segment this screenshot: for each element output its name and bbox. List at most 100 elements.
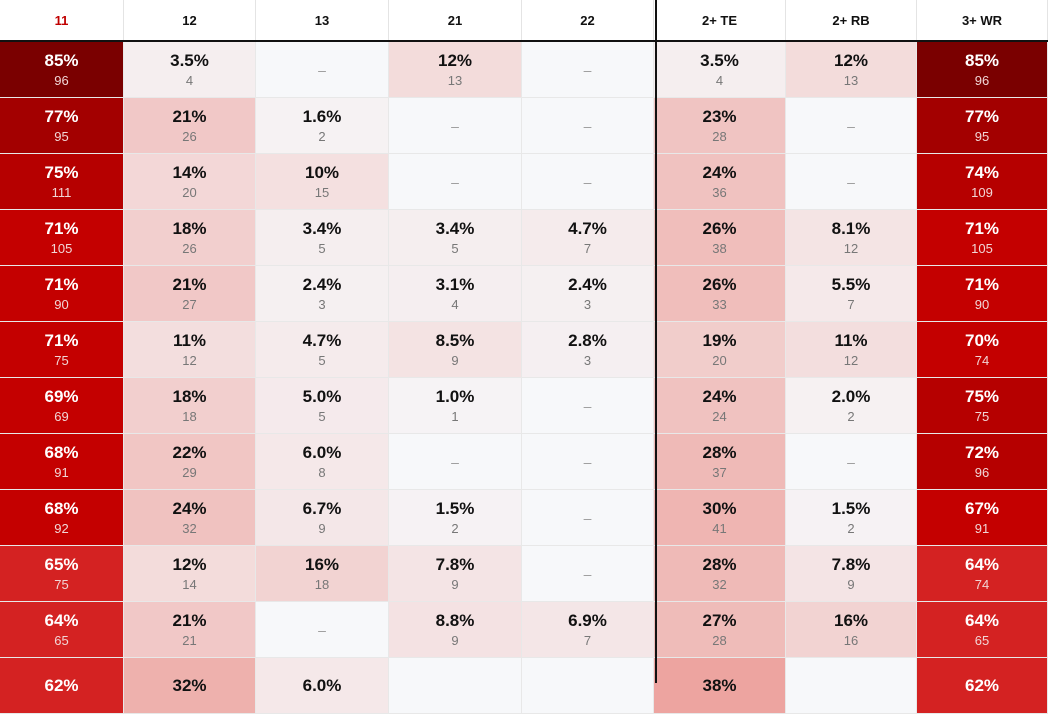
table-cell: 4.7% 7 xyxy=(522,210,654,266)
percent-value: 12% xyxy=(437,50,473,70)
percent-value: 8.1% xyxy=(831,218,871,238)
count-value: 2 xyxy=(847,408,855,424)
percent-value: 7.8% xyxy=(831,554,871,574)
count-value: 1 xyxy=(451,408,459,424)
count-value: 69 xyxy=(54,408,69,424)
percent-value: 4.7% xyxy=(302,330,342,350)
count-value: 12 xyxy=(182,352,197,368)
count-value: 96 xyxy=(974,464,990,480)
column-header-12[interactable]: 12 xyxy=(124,0,256,40)
table-cell: – xyxy=(256,42,389,98)
percent-value: 6.9% xyxy=(568,610,607,630)
table-cell: 12% 13 xyxy=(786,42,917,98)
percent-value: 8.8% xyxy=(435,610,475,630)
percent-value: 24% xyxy=(702,386,737,406)
count-value: 13 xyxy=(447,72,463,88)
table-cell: 3.1% 4 xyxy=(389,266,522,322)
table-cell: 22% 29 xyxy=(124,434,256,490)
table-cell: 21% 21 xyxy=(124,602,256,658)
count-value: 38 xyxy=(712,240,727,256)
percent-value: 72% xyxy=(964,442,1000,462)
table-cell: 71% 105 xyxy=(0,210,124,266)
column-header-21[interactable]: 21 xyxy=(389,0,522,40)
count-value: 8 xyxy=(318,464,326,480)
percent-value: 68% xyxy=(44,442,79,462)
percent-value: 65% xyxy=(44,554,79,574)
table-cell: 28% 32 xyxy=(654,546,786,602)
count-value: 109 xyxy=(971,184,993,200)
count-value: 92 xyxy=(54,520,69,536)
table-cell: 74% 109 xyxy=(917,154,1048,210)
table-cell: 1.0% 1 xyxy=(389,378,522,434)
percent-value: 64% xyxy=(964,610,1000,630)
count-value: 105 xyxy=(50,240,73,256)
count-value: 5 xyxy=(318,352,326,368)
section-divider xyxy=(655,0,657,683)
table-cell: 21% 26 xyxy=(124,98,256,154)
percent-value: 6.0% xyxy=(302,442,342,462)
table-cell xyxy=(786,658,917,714)
table-cell: 68% 92 xyxy=(0,490,124,546)
count-value: 26 xyxy=(182,240,197,256)
percent-value: 21% xyxy=(172,106,207,126)
count-value: 20 xyxy=(712,352,727,368)
table-cell: 19% 20 xyxy=(654,322,786,378)
column-header-11[interactable]: 11 xyxy=(0,0,124,40)
table-cell: 2.4% 3 xyxy=(522,266,654,322)
table-cell: 7.8% 9 xyxy=(786,546,917,602)
percent-value: 6.0% xyxy=(302,676,342,695)
count-value: 5 xyxy=(451,240,459,256)
percent-value: 4.7% xyxy=(568,218,607,238)
table-cell: 24% 32 xyxy=(124,490,256,546)
table-cell: 16% 16 xyxy=(786,602,917,658)
percent-value: 21% xyxy=(172,274,207,294)
count-value: 3 xyxy=(583,352,592,368)
column-header-13[interactable]: 13 xyxy=(256,0,389,40)
table-cell: 8.8% 9 xyxy=(389,602,522,658)
empty-value: – xyxy=(847,453,855,470)
count-value: 26 xyxy=(182,128,197,144)
table-cell: 71% 105 xyxy=(917,210,1048,266)
percent-value: 14% xyxy=(172,162,207,182)
percent-value: 71% xyxy=(44,274,79,294)
table-cell: 64% 65 xyxy=(917,602,1048,658)
column-header-2-rb[interactable]: 2+ RB xyxy=(786,0,917,40)
empty-value: – xyxy=(451,173,459,190)
percent-value: 11% xyxy=(172,330,207,350)
table-cell: – xyxy=(786,434,917,490)
table-cell: 4.7% 5 xyxy=(256,322,389,378)
percent-value: 38% xyxy=(702,676,737,695)
empty-value: – xyxy=(583,565,592,582)
table-cell: 64% 74 xyxy=(917,546,1048,602)
count-value: 36 xyxy=(712,184,727,200)
percent-value: 70% xyxy=(964,330,1000,350)
table-cell: 12% 13 xyxy=(389,42,522,98)
percent-value: 5.5% xyxy=(831,274,871,294)
table-cell: – xyxy=(522,490,654,546)
table-cell: 75% 111 xyxy=(0,154,124,210)
column-header-2-te[interactable]: 2+ TE xyxy=(654,0,786,40)
table-cell: 10% 15 xyxy=(256,154,389,210)
count-value: 2 xyxy=(451,520,459,536)
percent-value: 3.4% xyxy=(435,218,475,238)
column-header-3-wr[interactable]: 3+ WR xyxy=(917,0,1048,40)
percent-value: 71% xyxy=(44,330,79,350)
count-value: 28 xyxy=(712,632,727,648)
count-value: 65 xyxy=(54,632,69,648)
column-header-22[interactable]: 22 xyxy=(522,0,654,40)
percent-value: 12% xyxy=(833,50,869,70)
count-value: 21 xyxy=(182,632,197,648)
table-cell: – xyxy=(522,154,654,210)
percent-value: 24% xyxy=(702,162,737,182)
percent-value: 75% xyxy=(44,162,79,182)
table-cell: 85% 96 xyxy=(917,42,1048,98)
count-value: 2 xyxy=(847,520,855,536)
table-cell: 18% 18 xyxy=(124,378,256,434)
table-cell: 16% 18 xyxy=(256,546,389,602)
percent-value: 67% xyxy=(964,498,1000,518)
count-value: 18 xyxy=(182,408,197,424)
table-cell: 7.8% 9 xyxy=(389,546,522,602)
table-cell: 62% xyxy=(0,658,124,714)
percent-value: 85% xyxy=(44,50,79,70)
percent-value: 1.6% xyxy=(302,106,342,126)
